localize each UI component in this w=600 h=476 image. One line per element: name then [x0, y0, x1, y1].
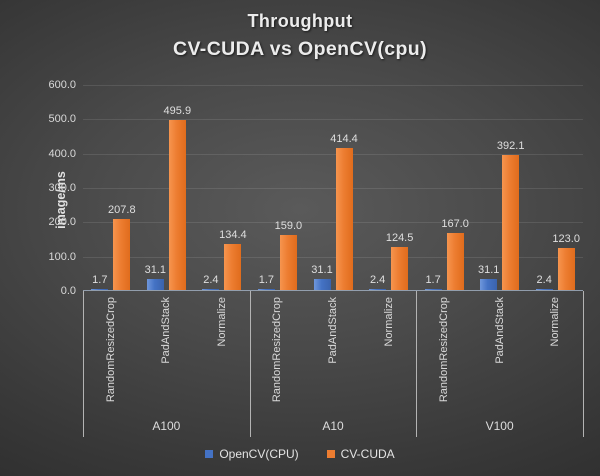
gridline: [83, 256, 583, 258]
chart-title-line2: CV-CUDA vs OpenCV(cpu): [172, 38, 428, 60]
bar-cv-cuda: [168, 119, 186, 290]
bar-value-label: 2.4: [536, 274, 552, 286]
bar-opencv-cpu: [202, 289, 220, 290]
bar-cv-cuda: [446, 232, 464, 290]
chart-title-line1: Throughput: [247, 11, 353, 31]
group-separator: [83, 291, 84, 437]
category-label: PadAndStack: [160, 297, 173, 364]
legend-item-opencv-cpu: OpenCV(CPU): [205, 447, 299, 461]
bar-value-label: 31.1: [144, 264, 166, 277]
bar-value-label: 159.0: [274, 220, 303, 233]
bar-value-label: 1.7: [258, 274, 275, 286]
bar-value-label: 134.4: [219, 228, 247, 241]
bar-cv-cuda: [113, 218, 131, 290]
gridline: [83, 153, 583, 155]
group-label: V100: [485, 419, 514, 433]
y-tick-label: 500.0: [48, 113, 76, 126]
category-label: RandomResizedCrop: [271, 297, 284, 403]
category-label: RandomResizedCrop: [104, 297, 117, 403]
category-label: RandomResizedCrop: [438, 297, 451, 403]
bar-value-label: 495.9: [163, 104, 192, 117]
bar-opencv-cpu: [257, 289, 275, 290]
y-axis-title: image/ms: [54, 171, 68, 229]
bar-opencv-cpu: [480, 279, 498, 290]
group-label: A10: [322, 419, 344, 433]
legend-label: OpenCV(CPU): [219, 447, 299, 461]
bar-cv-cuda: [224, 243, 242, 290]
bar-opencv-cpu: [91, 289, 109, 290]
bar-opencv-cpu: [535, 289, 553, 290]
bar-value-label: 392.1: [496, 140, 525, 153]
bar-value-label: 167.0: [441, 217, 469, 230]
bar-cv-cuda: [391, 247, 409, 290]
bar-value-label: 124.5: [385, 232, 414, 245]
legend-label: CV-CUDA: [340, 447, 395, 461]
bar-value-label: 1.7: [92, 274, 108, 286]
category-label: Normalize: [382, 297, 395, 347]
group-separator: [416, 291, 418, 437]
y-tick-label: 0.0: [60, 285, 76, 297]
gridline: [83, 222, 583, 224]
bar-cv-cuda: [557, 247, 575, 290]
bar-value-label: 414.4: [330, 132, 358, 145]
group-label: A100: [152, 419, 181, 433]
bar-cv-cuda: [335, 147, 353, 290]
bar-value-label: 1.7: [425, 274, 441, 286]
category-label: Normalize: [549, 297, 562, 347]
category-label: Normalize: [215, 297, 228, 347]
bar-value-label: 31.1: [477, 264, 500, 277]
bar-value-label: 31.1: [311, 264, 333, 277]
bar-value-label: 123.0: [552, 232, 580, 245]
chart-title: Throughput CV-CUDA vs OpenCV(cpu): [0, 8, 600, 63]
legend-swatch-opencv: [205, 450, 214, 458]
bar-cv-cuda: [502, 155, 520, 290]
bar-opencv-cpu: [313, 279, 331, 290]
group-separator: [583, 291, 584, 437]
bar-opencv-cpu: [146, 279, 164, 290]
gridline: [83, 188, 583, 189]
y-tick-label: 200.0: [48, 216, 76, 229]
legend-swatch-cvcuda: [326, 450, 335, 458]
legend-item-cv-cuda: CV-CUDA: [326, 447, 395, 461]
y-tick-label: 400.0: [48, 147, 76, 160]
x-axis-line: [83, 290, 583, 291]
bar-value-label: 2.4: [369, 274, 386, 286]
bar-value-label: 207.8: [108, 203, 136, 216]
y-tick-label: 100.0: [48, 250, 76, 263]
gridline: [83, 85, 583, 86]
category-label: PadAndStack: [327, 297, 339, 364]
bar-cv-cuda: [279, 235, 297, 290]
bar-opencv-cpu: [424, 289, 442, 290]
y-tick-label: 600.0: [48, 79, 76, 91]
y-tick-label: 300.0: [48, 182, 76, 194]
plot-area: 1.7 207.8 31.1 495.9 2.4 134.4 1.7 159.0 31.1 414…: [83, 85, 583, 291]
gridline: [83, 119, 583, 121]
group-separator: [249, 291, 251, 437]
bar-opencv-cpu: [369, 289, 387, 290]
category-label: PadAndStack: [493, 297, 506, 364]
legend: OpenCV(CPU) CV-CUDA: [0, 447, 600, 461]
bar-value-label: 2.4: [203, 274, 219, 286]
